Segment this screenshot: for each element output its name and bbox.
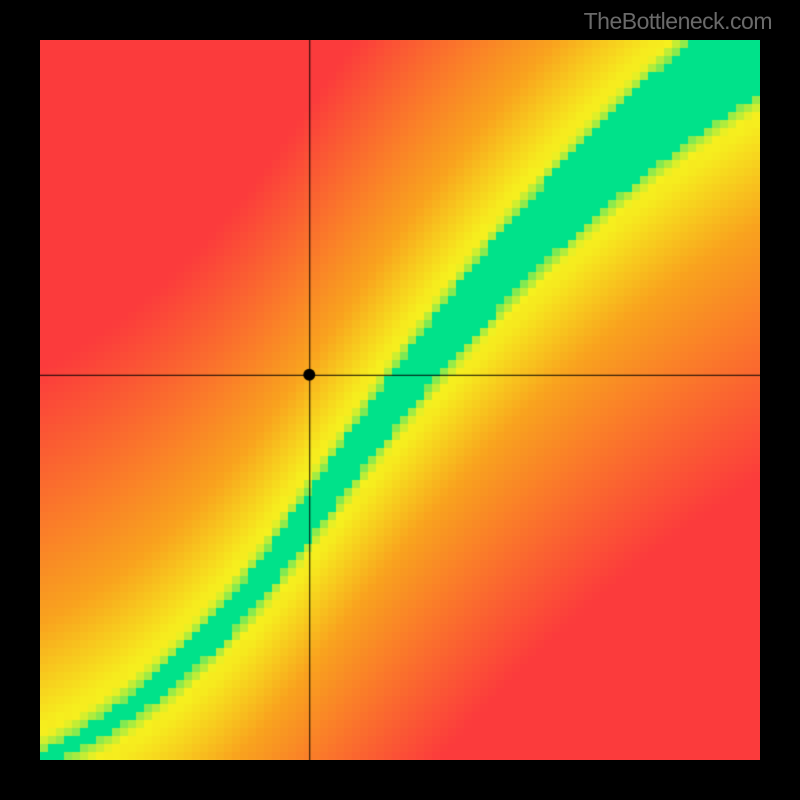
crosshair-overlay xyxy=(40,40,760,760)
watermark-text: TheBottleneck.com xyxy=(584,8,772,35)
chart-container: TheBottleneck.com xyxy=(0,0,800,800)
